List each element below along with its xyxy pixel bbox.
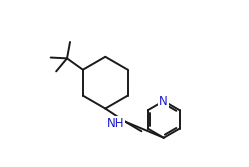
Text: NH: NH xyxy=(106,117,124,130)
Text: N: N xyxy=(159,95,168,108)
